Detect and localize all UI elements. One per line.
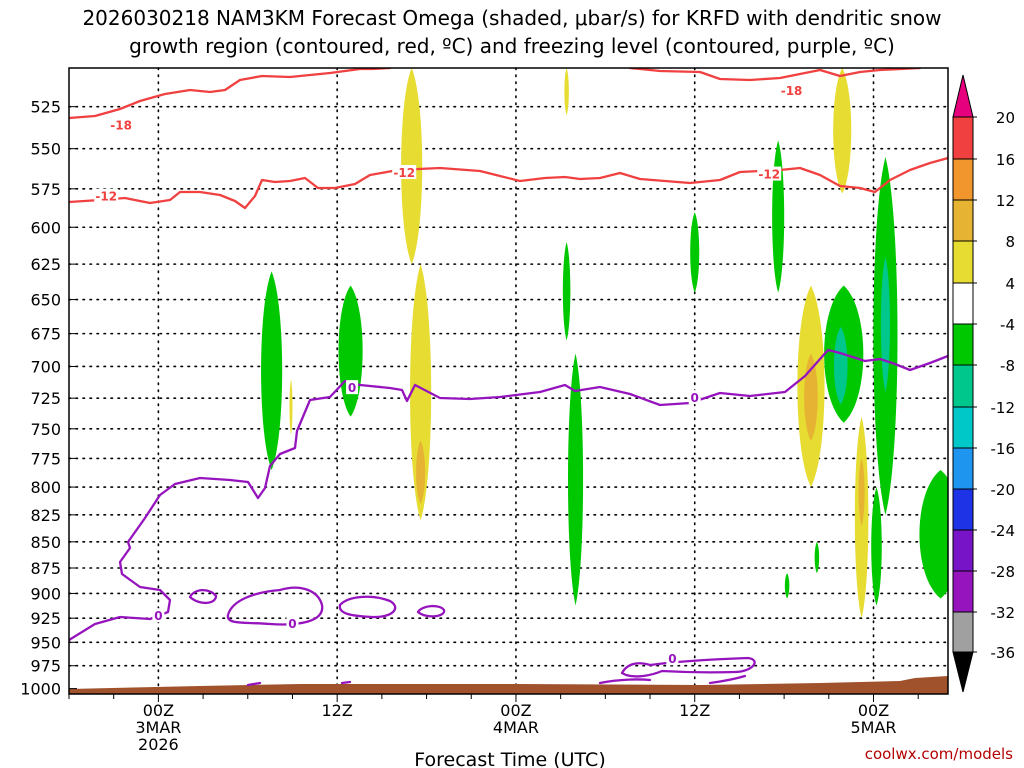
colorbar-band-green	[953, 324, 973, 365]
colorbar-band-white	[953, 283, 973, 324]
colorbar-label: -24	[991, 522, 1016, 540]
colorbar-label: 8	[1005, 233, 1015, 251]
x-tick-label: 12Z	[679, 701, 710, 720]
x-tick-label: 12Z	[322, 701, 353, 720]
colorbar-label: 12	[996, 192, 1015, 210]
colorbar-band-gray	[953, 612, 973, 652]
dgz-contour-label: -12	[393, 166, 415, 180]
colorbar-label: -32	[991, 604, 1016, 622]
omega-region-yellow	[996, 132, 1004, 227]
y-tick-label: 875	[30, 559, 61, 578]
y-tick-label: 1000	[20, 680, 61, 699]
freezing-contour-label: 0	[691, 391, 699, 405]
x-tick-label: 2026	[138, 735, 179, 754]
x-tick-label: 4MAR	[493, 718, 539, 737]
colorbar-band-blue	[953, 489, 973, 530]
title-line-1: 2026030218 NAM3KM Forecast Omega (shaded…	[82, 6, 941, 30]
y-tick-label: 850	[30, 533, 61, 552]
omega-colorbar: 20 16 12 8 4 -4 -8 -12 -16 -20 -24 -28 -32 -36	[953, 75, 1015, 692]
chart-title: 2026030218 NAM3KM Forecast Omega (shaded…	[82, 6, 941, 58]
colorbar-band-violet	[953, 571, 973, 612]
y-tick-label: 950	[30, 633, 61, 652]
colorbar-band-cyan	[953, 407, 973, 448]
y-tick-label: 925	[30, 609, 61, 628]
freezing-contour-label: 0	[348, 381, 356, 395]
colorbar-band-yellow	[953, 241, 973, 283]
dgz-contour-label: -18	[781, 84, 803, 98]
dgz-contour-label: -12	[95, 190, 117, 204]
y-tick-label: 900	[30, 584, 61, 603]
y-tick-label: 575	[30, 180, 61, 199]
freezing-contour-label: 0	[154, 609, 162, 623]
colorbar-label: 4	[1005, 275, 1015, 293]
y-tick-label: 750	[30, 420, 61, 439]
omega-time-height-chart: 2026030218 NAM3KM Forecast Omega (shaded…	[0, 0, 1024, 768]
colorbar-label: -4	[1000, 316, 1015, 334]
y-tick-label: 525	[30, 98, 61, 117]
y-tick-label: 775	[30, 449, 61, 468]
y-tick-label: 800	[30, 478, 61, 497]
colorbar-label: -28	[991, 563, 1016, 581]
credit-text: coolwx.com/models	[865, 745, 1013, 763]
title-line-2: growth region (contoured, red, ºC) and f…	[129, 34, 895, 58]
colorbar-top-arrow	[953, 75, 973, 117]
y-tick-label: 625	[30, 255, 61, 274]
y-tick-label: 675	[30, 325, 61, 344]
dgz-contour-label: -12	[758, 168, 780, 182]
colorbar-band-sky	[953, 448, 973, 489]
freezing-contour-label: 0	[288, 617, 296, 631]
colorbar-band-purple	[953, 530, 973, 571]
freezing-level-loop	[342, 682, 350, 683]
colorbar-label: -8	[1000, 357, 1015, 375]
colorbar-label: -16	[991, 440, 1016, 458]
y-tick-label: 650	[30, 291, 61, 310]
colorbar-label: -20	[991, 481, 1016, 499]
colorbar-label: -12	[991, 399, 1016, 417]
y-tick-label: 550	[30, 140, 61, 159]
y-tick-label: 825	[30, 506, 61, 525]
colorbar-bottom-arrow	[953, 652, 973, 692]
dgz-contour-label: -18	[110, 118, 132, 132]
colorbar-label: 20	[996, 109, 1015, 127]
colorbar-band-orange	[953, 159, 973, 200]
y-tick-label: 600	[30, 218, 61, 237]
x-axis-label: Forecast Time (UTC)	[414, 749, 605, 768]
colorbar-label: -36	[991, 644, 1016, 662]
y-tick-label: 975	[30, 657, 61, 676]
colorbar-label: 16	[996, 151, 1015, 169]
x-tick-label: 5MAR	[850, 718, 896, 737]
y-tick-label: 725	[30, 389, 61, 408]
colorbar-band-teal_green	[953, 365, 973, 407]
y-tick-label: 700	[30, 357, 61, 376]
colorbar-band-red	[953, 117, 973, 159]
colorbar-band-light_orange	[953, 200, 973, 241]
freezing-contour-label: 0	[668, 652, 676, 666]
